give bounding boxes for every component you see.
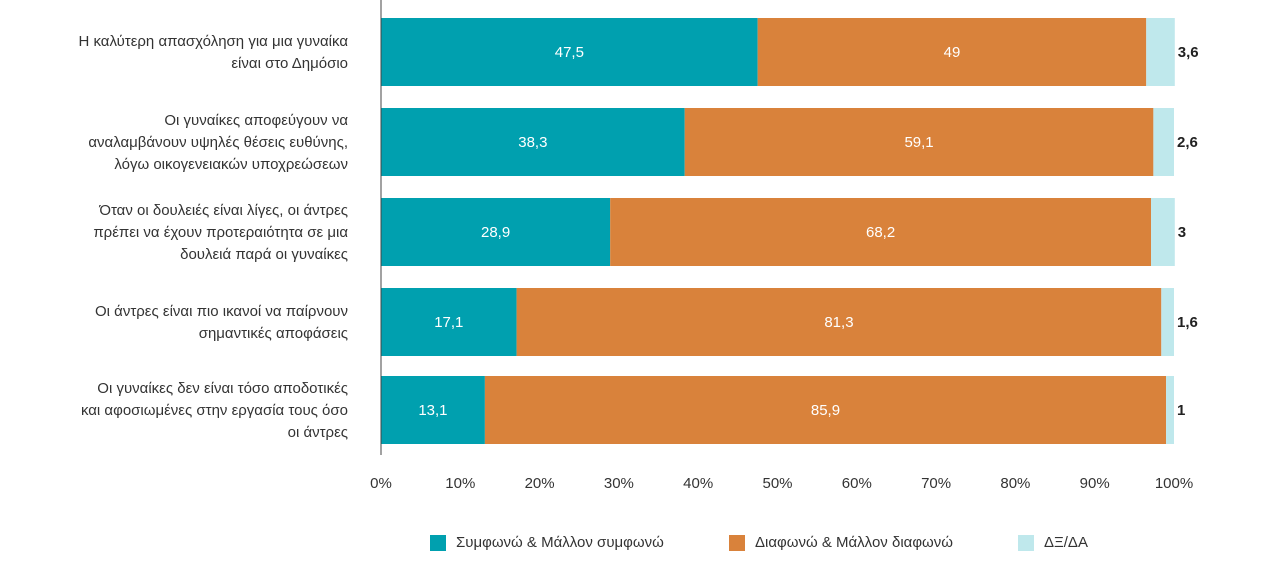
legend-swatch-dk <box>1018 534 1034 551</box>
data-label-dk: 3,6 <box>1178 44 1199 61</box>
data-label-agree: 28,9 <box>481 224 510 241</box>
data-label-agree: 47,5 <box>555 44 584 61</box>
category-label: Η καλύτερη απασχόληση για μια γυναίκα είν… <box>78 33 348 72</box>
data-label-disagree: 85,9 <box>811 402 840 419</box>
legend-swatch-agree <box>430 534 446 551</box>
x-tick-label: 30% <box>604 475 634 492</box>
legend-label-agree: Συμφωνώ & Μάλλον συμφωνώ <box>456 534 664 551</box>
legend-item-dk: ΔΞ/ΔΑ <box>1018 534 1088 551</box>
bar-segment-agree <box>381 18 758 86</box>
data-label-dk: 3 <box>1178 224 1186 241</box>
bar-segment-disagree <box>684 108 1154 176</box>
data-label-disagree: 49 <box>944 44 961 61</box>
x-tick-label: 100% <box>1155 475 1193 492</box>
x-tick-label: 60% <box>842 475 872 492</box>
bar-segment-disagree <box>484 376 1167 444</box>
x-tick-label: 0% <box>370 475 392 492</box>
data-label-agree: 17,1 <box>434 314 463 331</box>
data-label-agree: 38,3 <box>518 134 547 151</box>
bar-segment-agree <box>381 376 485 444</box>
bar-segment-dk <box>1153 108 1174 176</box>
x-tick-label: 40% <box>683 475 713 492</box>
bar-segment-disagree <box>757 18 1147 86</box>
data-label-disagree: 59,1 <box>904 134 933 151</box>
category-label: Οι γυναίκες δεν είναι τόσο αποδοτικές και… <box>81 380 348 441</box>
bar-segment-agree <box>381 108 685 176</box>
bar-segment-disagree <box>516 288 1162 356</box>
legend-label-dk: ΔΞ/ΔΑ <box>1044 534 1088 551</box>
data-label-dk: 2,6 <box>1177 134 1198 151</box>
legend-item-agree: Συμφωνώ & Μάλλον συμφωνώ <box>430 534 664 551</box>
bar-segment-agree <box>381 198 611 266</box>
x-tick-label: 10% <box>445 475 475 492</box>
x-tick-label: 70% <box>921 475 951 492</box>
legend-label-disagree: Διαφωνώ & Μάλλον διαφωνώ <box>755 534 953 551</box>
legend-swatch-disagree <box>729 534 745 551</box>
bar-segment-disagree <box>610 198 1152 266</box>
x-tick-label: 80% <box>1000 475 1030 492</box>
bar-segment-dk <box>1161 288 1174 356</box>
data-label-dk: 1 <box>1177 402 1185 419</box>
x-tick-label: 90% <box>1080 475 1110 492</box>
data-label-dk: 1,6 <box>1177 314 1198 331</box>
legend: Συμφωνώ & Μάλλον συμφωνώ Διαφωνώ & Μάλλο… <box>0 534 1267 558</box>
bar-segment-dk <box>1151 198 1175 266</box>
data-label-disagree: 68,2 <box>866 224 895 241</box>
category-label: Όταν οι δουλειές είναι λίγες, οι άντρες π… <box>93 202 348 263</box>
legend-item-disagree: Διαφωνώ & Μάλλον διαφωνώ <box>729 534 953 551</box>
bar-segment-agree <box>381 288 517 356</box>
category-label: Οι άντρες είναι πιο ικανοί να παίρνουν ση… <box>95 303 348 342</box>
bar-segment-dk <box>1146 18 1175 86</box>
data-label-agree: 13,1 <box>418 402 447 419</box>
x-tick-label: 50% <box>762 475 792 492</box>
category-label: Οι γυναίκες αποφεύγουν να αναλαμβάνουν υψ… <box>88 112 348 173</box>
data-label-disagree: 81,3 <box>824 314 853 331</box>
x-tick-label: 20% <box>525 475 555 492</box>
bar-segment-dk <box>1166 376 1174 444</box>
